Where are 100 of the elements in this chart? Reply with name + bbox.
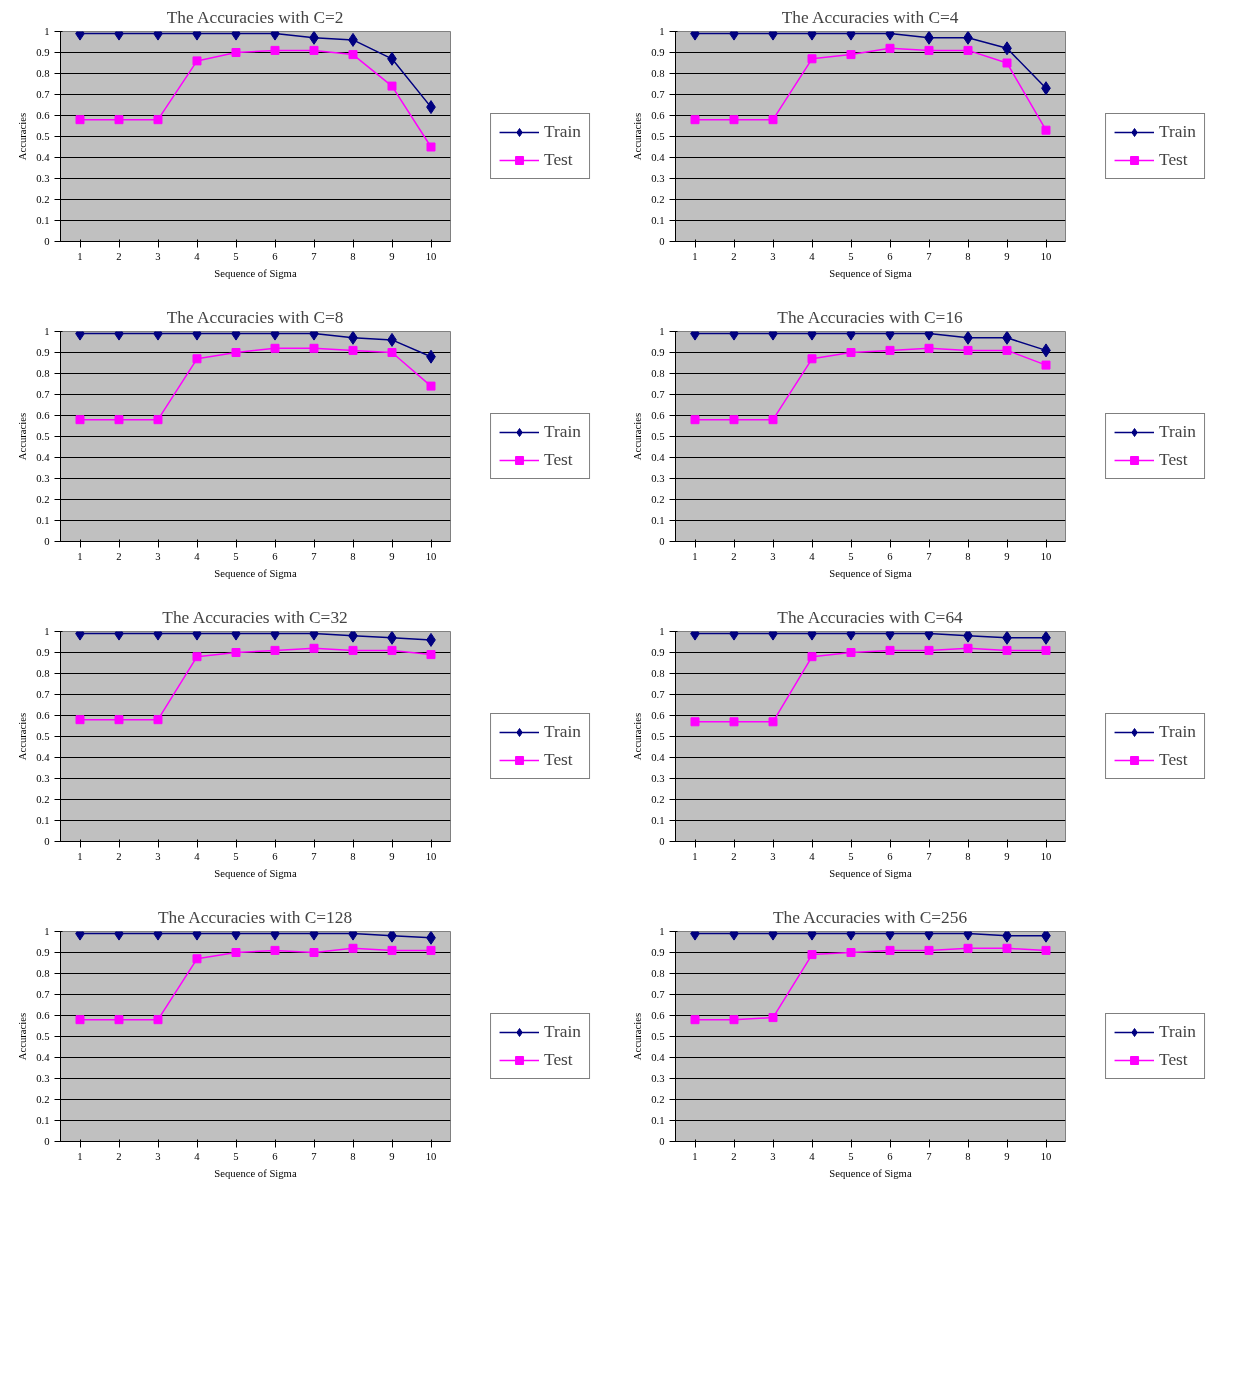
x-tick-label: 10: [1040, 250, 1052, 262]
x-tick-label: 10: [1040, 1150, 1052, 1162]
y-tick-label: 1: [659, 326, 665, 337]
x-tick-label: 2: [731, 250, 737, 262]
x-axis-title: Sequence of Sigma: [829, 267, 912, 279]
y-tick-label: 0.7: [36, 989, 51, 1000]
legend-label: Test: [544, 1049, 573, 1070]
x-tick-label: 4: [809, 1150, 816, 1162]
y-tick-label: 0.8: [36, 968, 50, 979]
x-tick-label: 8: [965, 250, 971, 262]
x-tick-label: 8: [350, 250, 356, 262]
y-tick-label: 0.8: [36, 368, 50, 379]
y-tick-label: 0.6: [36, 410, 51, 421]
y-tick-label: 0.1: [651, 815, 665, 826]
x-tick-label: 1: [77, 850, 83, 862]
y-tick-label: 0.9: [651, 47, 665, 58]
x-tick-label: 3: [155, 250, 161, 262]
y-tick-label: 0.9: [36, 647, 50, 658]
chart-title: The Accuracies with C=8: [166, 307, 344, 327]
y-tick-label: 1: [44, 626, 50, 637]
legend-label: Train: [1159, 1021, 1196, 1042]
y-tick-label: 0.6: [651, 710, 666, 721]
legend-label: Train: [1159, 421, 1196, 442]
x-tick-label: 1: [692, 1150, 698, 1162]
x-tick-label: 2: [116, 850, 122, 862]
chart-title: The Accuracies with C=16: [777, 307, 964, 327]
x-tick-label: 1: [692, 550, 698, 562]
y-tick-label: 0.1: [36, 815, 50, 826]
y-tick-label: 0.9: [651, 947, 665, 958]
x-tick-label: 5: [233, 850, 239, 862]
x-tick-label: 4: [809, 250, 816, 262]
legend-label: Test: [1159, 149, 1188, 170]
y-tick-label: 0: [659, 836, 665, 847]
x-tick-label: 6: [887, 550, 894, 562]
x-tick-label: 5: [233, 1150, 239, 1162]
x-tick-label: 8: [350, 1150, 356, 1162]
y-tick-label: 0.5: [651, 731, 665, 742]
x-tick-label: 5: [848, 850, 854, 862]
y-tick-label: 0.2: [36, 1094, 50, 1105]
x-tick-label: 9: [1004, 550, 1010, 562]
y-tick-label: 0.8: [36, 68, 50, 79]
y-tick-label: 0.2: [651, 494, 665, 505]
y-tick-label: 1: [44, 26, 50, 37]
y-tick-label: 0.6: [651, 410, 666, 421]
x-tick-label: 6: [887, 850, 894, 862]
y-tick-label: 0.2: [651, 194, 665, 205]
legend-label: Test: [544, 749, 573, 770]
x-tick-label: 9: [389, 250, 395, 262]
y-axis-title: Accuracies: [632, 412, 644, 461]
x-tick-label: 8: [350, 850, 356, 862]
y-tick-label: 1: [659, 26, 665, 37]
x-tick-label: 7: [926, 1150, 933, 1162]
x-tick-label: 3: [770, 1150, 776, 1162]
x-tick-label: 6: [272, 250, 279, 262]
x-tick-label: 8: [965, 1150, 971, 1162]
y-tick-label: 1: [44, 326, 50, 337]
y-tick-label: 0.8: [651, 668, 665, 679]
y-tick-label: 0.8: [651, 68, 665, 79]
x-tick-label: 7: [311, 250, 318, 262]
x-tick-label: 5: [233, 250, 239, 262]
x-tick-label: 1: [77, 250, 83, 262]
x-tick-label: 3: [770, 850, 776, 862]
x-tick-label: 2: [116, 550, 122, 562]
x-tick-label: 9: [389, 1150, 395, 1162]
y-tick-label: 0.5: [36, 731, 50, 742]
x-tick-label: 6: [272, 1150, 279, 1162]
x-tick-label: 6: [887, 250, 894, 262]
y-tick-label: 0.3: [36, 173, 50, 184]
y-tick-label: 0.1: [36, 515, 50, 526]
x-tick-label: 10: [425, 550, 437, 562]
y-tick-label: 0.3: [36, 1073, 50, 1084]
x-tick-label: 7: [311, 850, 318, 862]
x-tick-label: 3: [155, 1150, 161, 1162]
x-axis-title: Sequence of Sigma: [829, 1167, 912, 1179]
y-tick-label: 0.2: [36, 194, 50, 205]
y-tick-label: 0.9: [651, 347, 665, 358]
x-tick-label: 4: [809, 550, 816, 562]
y-tick-label: 0.2: [651, 794, 665, 805]
x-tick-label: 10: [1040, 550, 1052, 562]
x-tick-label: 3: [155, 850, 161, 862]
x-tick-label: 4: [194, 1150, 201, 1162]
x-axis-title: Sequence of Sigma: [214, 867, 297, 879]
x-tick-label: 2: [731, 850, 737, 862]
y-tick-label: 0: [659, 536, 665, 547]
y-tick-label: 0.4: [36, 152, 51, 163]
x-tick-label: 3: [770, 550, 776, 562]
x-tick-label: 5: [848, 550, 854, 562]
y-tick-label: 0.9: [36, 347, 50, 358]
x-tick-label: 7: [311, 550, 318, 562]
y-tick-label: 0.7: [651, 689, 666, 700]
y-tick-label: 0.9: [36, 47, 50, 58]
y-tick-label: 0.3: [36, 473, 50, 484]
x-tick-label: 7: [926, 550, 933, 562]
x-tick-label: 9: [1004, 850, 1010, 862]
x-axis-title: Sequence of Sigma: [829, 867, 912, 879]
x-tick-label: 4: [194, 850, 201, 862]
y-tick-label: 0.2: [36, 494, 50, 505]
x-axis-title: Sequence of Sigma: [214, 567, 297, 579]
x-tick-label: 2: [731, 550, 737, 562]
y-tick-label: 0.3: [36, 773, 50, 784]
